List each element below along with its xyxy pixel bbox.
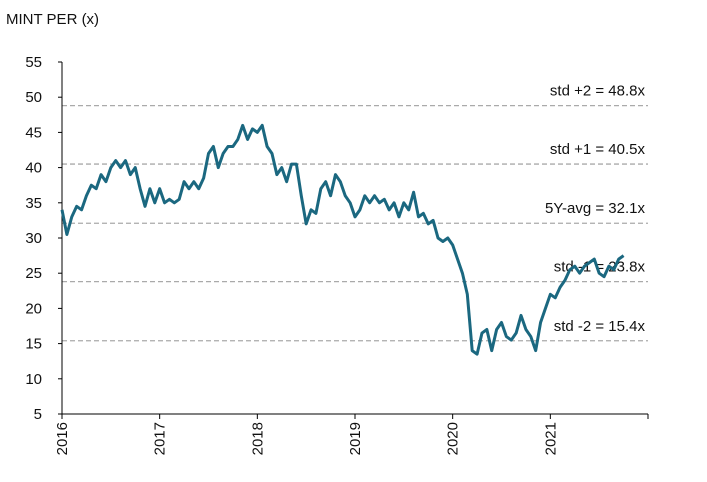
y-tick-label: 25 [25, 265, 42, 282]
series-line [60, 123, 625, 356]
x-tick-label: 2016 [54, 422, 71, 455]
y-tick-label: 20 [25, 300, 42, 317]
y-tick-label: 10 [25, 371, 42, 388]
y-tick-label: 15 [25, 336, 42, 353]
x-tick-label: 2020 [445, 422, 462, 455]
reference-label: std +2 = 48.8x [550, 83, 646, 100]
x-tick-label: 2017 [152, 422, 169, 455]
x-tick-label: 2021 [542, 422, 559, 455]
y-tick-label: 35 [25, 195, 42, 212]
chart-title: MINT PER (x) [6, 11, 99, 28]
y-tick-label: 55 [25, 54, 42, 71]
y-tick-label: 30 [25, 230, 42, 247]
x-tick-label: 2019 [347, 422, 364, 455]
reference-label: std -2 = 15.4x [554, 318, 646, 335]
y-tick-label: 40 [25, 160, 42, 177]
reference-label: 5Y-avg = 32.1x [545, 200, 645, 217]
y-tick-label: 45 [25, 124, 42, 141]
y-tick-label: 50 [25, 89, 42, 106]
reference-label: std +1 = 40.5x [550, 141, 646, 158]
x-tick-label: 2018 [249, 422, 266, 455]
y-tick-label: 5 [34, 406, 42, 423]
